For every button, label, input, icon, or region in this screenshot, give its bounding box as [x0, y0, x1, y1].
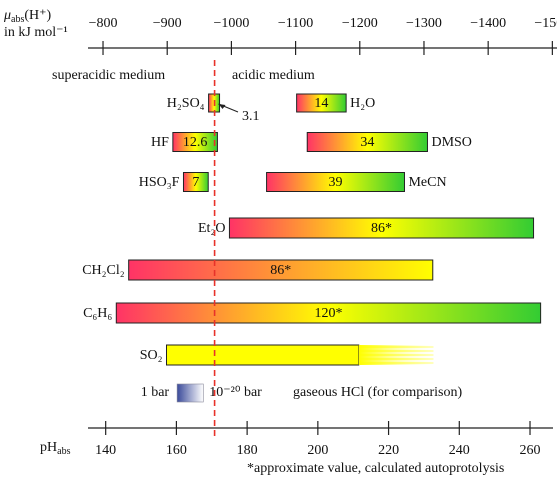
series-name: HSO₃F	[139, 175, 180, 190]
x2-tick-label: −800	[89, 16, 118, 31]
bar	[296, 93, 347, 113]
region-label: acidic medium	[232, 68, 315, 83]
series-name: HF	[151, 135, 169, 150]
bottom-axis-label: pHabs	[40, 440, 71, 457]
subscript: abs	[11, 14, 24, 25]
value-label: 12.6	[183, 135, 208, 150]
x-tick-label: 240	[449, 443, 470, 458]
footnote: *approximate value, calculated autoproto…	[247, 461, 504, 476]
region-label: superacidic medium	[52, 68, 165, 83]
bar-fade	[358, 349, 434, 353]
value-label: 3.1	[242, 109, 260, 124]
value-label: 14	[314, 96, 328, 111]
rest: (H⁺)	[24, 8, 51, 23]
bar-fade	[358, 345, 434, 349]
x2-tick-label: −1500	[534, 16, 557, 31]
series-name: H₂O	[350, 96, 375, 111]
bar	[266, 172, 405, 192]
bar	[228, 217, 535, 239]
bar	[182, 172, 209, 192]
bar	[306, 132, 428, 152]
x-tick-label: 200	[307, 443, 328, 458]
value-label: 7	[192, 175, 199, 190]
x2-tick-label: −1200	[342, 16, 378, 31]
x2-tick-label: −1300	[406, 16, 442, 31]
bar	[166, 344, 360, 366]
reference-name: gaseous HCl (for comparison)	[293, 385, 462, 400]
series-name: CH₂Cl₂	[82, 263, 125, 278]
series-name: Et₂O	[198, 221, 225, 236]
series-name: C₆H₆	[83, 306, 112, 321]
x-tick-label: 260	[520, 443, 541, 458]
value-label: 86*	[371, 221, 392, 236]
x2-tick-label: −1100	[278, 16, 313, 31]
x-tick-label: 160	[166, 443, 187, 458]
x2-tick-label: −900	[153, 16, 182, 31]
value-label: 39	[329, 175, 343, 190]
series-name: DMSO	[431, 135, 471, 150]
value-label: 34	[360, 135, 374, 150]
arrow-head	[218, 104, 226, 109]
bar	[115, 302, 542, 324]
top-axis-unit: in kJ mol⁻¹	[4, 25, 68, 40]
main: pH	[40, 440, 57, 455]
value-label: 86*	[270, 263, 291, 278]
value-label: 120*	[314, 306, 342, 321]
top-axis-label: μabs(H⁺)	[3, 8, 52, 25]
x-tick-label: 180	[237, 443, 258, 458]
bar	[172, 132, 218, 152]
subscript: abs	[57, 446, 70, 457]
reference-start-label: 1 bar	[141, 385, 170, 400]
x2-tick-label: −1400	[470, 16, 506, 31]
symbol: μ	[3, 8, 11, 23]
x-tick-label: 220	[378, 443, 399, 458]
series-name: MeCN	[408, 175, 446, 190]
x-tick-label: 140	[95, 443, 116, 458]
bar	[128, 259, 434, 281]
bar-fade	[358, 361, 434, 365]
series-name: SO₂	[140, 348, 163, 363]
bar-fade	[358, 357, 434, 361]
series-name: H₂SO₄	[167, 96, 205, 111]
x2-tick-label: −1000	[213, 16, 249, 31]
reference-bar	[176, 383, 204, 403]
bar-fade	[358, 353, 434, 357]
reference-end-label: 10⁻²⁰ bar	[209, 385, 262, 400]
